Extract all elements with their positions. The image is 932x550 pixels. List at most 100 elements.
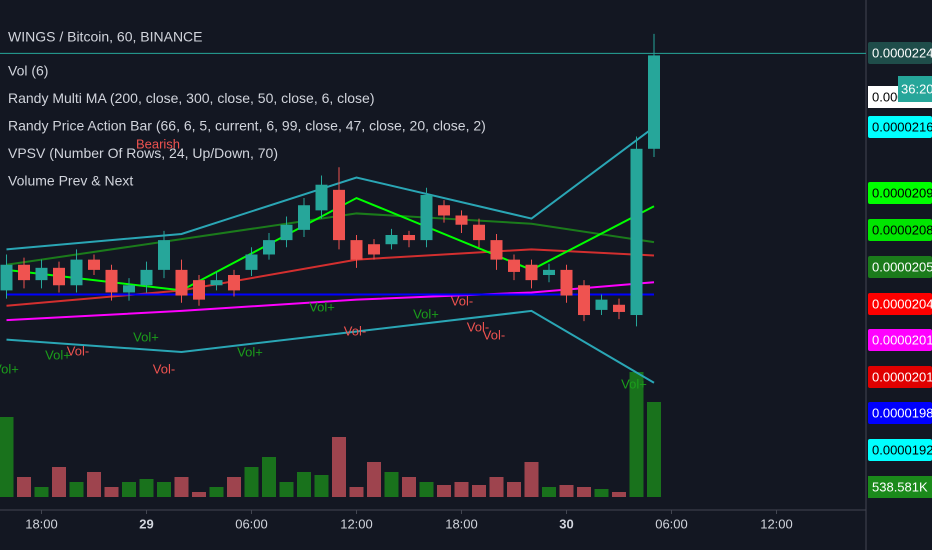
chart-title: WINGS / Bitcoin, 60, BINANCE xyxy=(8,29,203,45)
x-tick-label: 18:00 xyxy=(445,516,478,531)
volume-bar xyxy=(629,372,644,497)
volume-bar xyxy=(104,487,119,497)
price-tag-label: 0.00002057 xyxy=(872,259,932,274)
price-tag-label: 0.00002092 xyxy=(872,185,932,200)
price-tag-label: 0.0000192 xyxy=(872,442,932,457)
price-tag-label: 0.00002018 xyxy=(872,332,932,347)
candle-body xyxy=(280,224,293,241)
candle-body xyxy=(158,240,170,270)
annotation: Vol+ xyxy=(309,299,335,314)
price-tag-label: 0.00002241 xyxy=(872,45,932,60)
legend-item: Volume Prev & Next xyxy=(8,173,133,189)
candle-body xyxy=(193,280,205,300)
volume-bar xyxy=(17,477,31,497)
indicator-line xyxy=(6,196,655,292)
candle-body xyxy=(420,194,433,241)
volume-bar xyxy=(209,487,224,497)
candle-body xyxy=(298,205,310,230)
candle-body xyxy=(350,240,363,260)
volume-bar xyxy=(524,462,539,497)
x-tick-label: 30 xyxy=(559,516,573,531)
price-tag xyxy=(868,402,932,424)
candle-body xyxy=(648,55,660,149)
annotation: Vol- xyxy=(483,327,505,342)
indicator-line xyxy=(6,212,655,266)
candle-body xyxy=(403,234,415,241)
candle-body xyxy=(613,304,625,312)
legend-item: Randy Multi MA (200, close, 300, close, … xyxy=(8,90,375,106)
volume-bar xyxy=(87,472,101,497)
annotation: Vol+ xyxy=(413,306,439,321)
volume-bar xyxy=(489,477,504,497)
volume-bar xyxy=(122,482,136,497)
legend-item: VPSV (Number Of Rows, 24, Up/Down, 70) xyxy=(8,145,278,161)
volume-bar xyxy=(349,487,364,497)
candle-body xyxy=(210,280,223,286)
volume-bar xyxy=(297,472,311,497)
annotation: Vol- xyxy=(451,293,473,308)
candle-body xyxy=(245,254,258,270)
candle-body xyxy=(53,267,65,286)
volume-bar xyxy=(262,457,276,497)
volume-bar xyxy=(577,487,591,497)
price-tag xyxy=(868,42,932,64)
candle-body xyxy=(333,189,345,241)
volume-bar xyxy=(332,437,346,497)
volume-bar xyxy=(227,477,241,497)
volume-bar xyxy=(437,485,451,497)
price-tag xyxy=(868,116,932,138)
price-tag-label: 0.00002044 xyxy=(872,296,932,311)
candle-body xyxy=(385,234,398,245)
candle-body xyxy=(455,215,468,225)
price-tag xyxy=(868,329,932,351)
candle-body xyxy=(228,275,240,291)
volume-bar xyxy=(647,402,661,497)
volume-bar xyxy=(192,492,206,497)
candle-body xyxy=(595,299,608,310)
price-tag xyxy=(868,182,932,204)
price-tag xyxy=(868,219,932,241)
volume-bar xyxy=(34,487,49,497)
volume-bar xyxy=(139,479,154,497)
candle-body xyxy=(0,264,13,291)
volume-bar xyxy=(157,482,171,497)
candle-body xyxy=(473,224,485,241)
volume-bar xyxy=(69,482,84,497)
candle-body xyxy=(560,269,573,296)
price-tag-label: 0.0000201 xyxy=(872,369,932,384)
annotation: Vol+ xyxy=(45,347,71,362)
price-tag xyxy=(868,256,932,278)
annotation: Vol- xyxy=(344,323,366,338)
candle-body xyxy=(543,269,555,276)
candle-body xyxy=(140,269,153,286)
annotation: Vol+ xyxy=(0,361,19,376)
annotation: Vol- xyxy=(467,319,489,334)
candle-body xyxy=(315,184,328,211)
price-tag-label: 0.00002169 xyxy=(872,119,932,134)
annotation: Vol+ xyxy=(133,329,159,344)
x-tick-label: 06:00 xyxy=(655,516,688,531)
volume-bar xyxy=(472,485,486,497)
countdown-box xyxy=(898,76,932,102)
volume-tag-label: 538.581K xyxy=(872,479,928,494)
annotation: Vol- xyxy=(67,343,89,358)
candle-body xyxy=(490,240,503,260)
volume-bar xyxy=(244,467,259,497)
candle-body xyxy=(18,264,30,281)
volume-bar xyxy=(279,482,294,497)
annotation: Vol+ xyxy=(237,344,263,359)
annotation: Bearish xyxy=(136,136,180,151)
volume-bar xyxy=(384,472,399,497)
candle-body xyxy=(578,285,590,316)
candle-body xyxy=(525,264,538,281)
volume-bar xyxy=(419,482,434,497)
price-tag xyxy=(868,293,932,315)
x-tick-label: 12:00 xyxy=(760,516,793,531)
candle-body xyxy=(438,205,450,216)
volume-bar xyxy=(559,485,574,497)
countdown: 36:20 xyxy=(901,81,932,96)
volume-bar xyxy=(507,482,521,497)
volume-bar xyxy=(594,489,609,497)
x-tick-label: 06:00 xyxy=(235,516,268,531)
